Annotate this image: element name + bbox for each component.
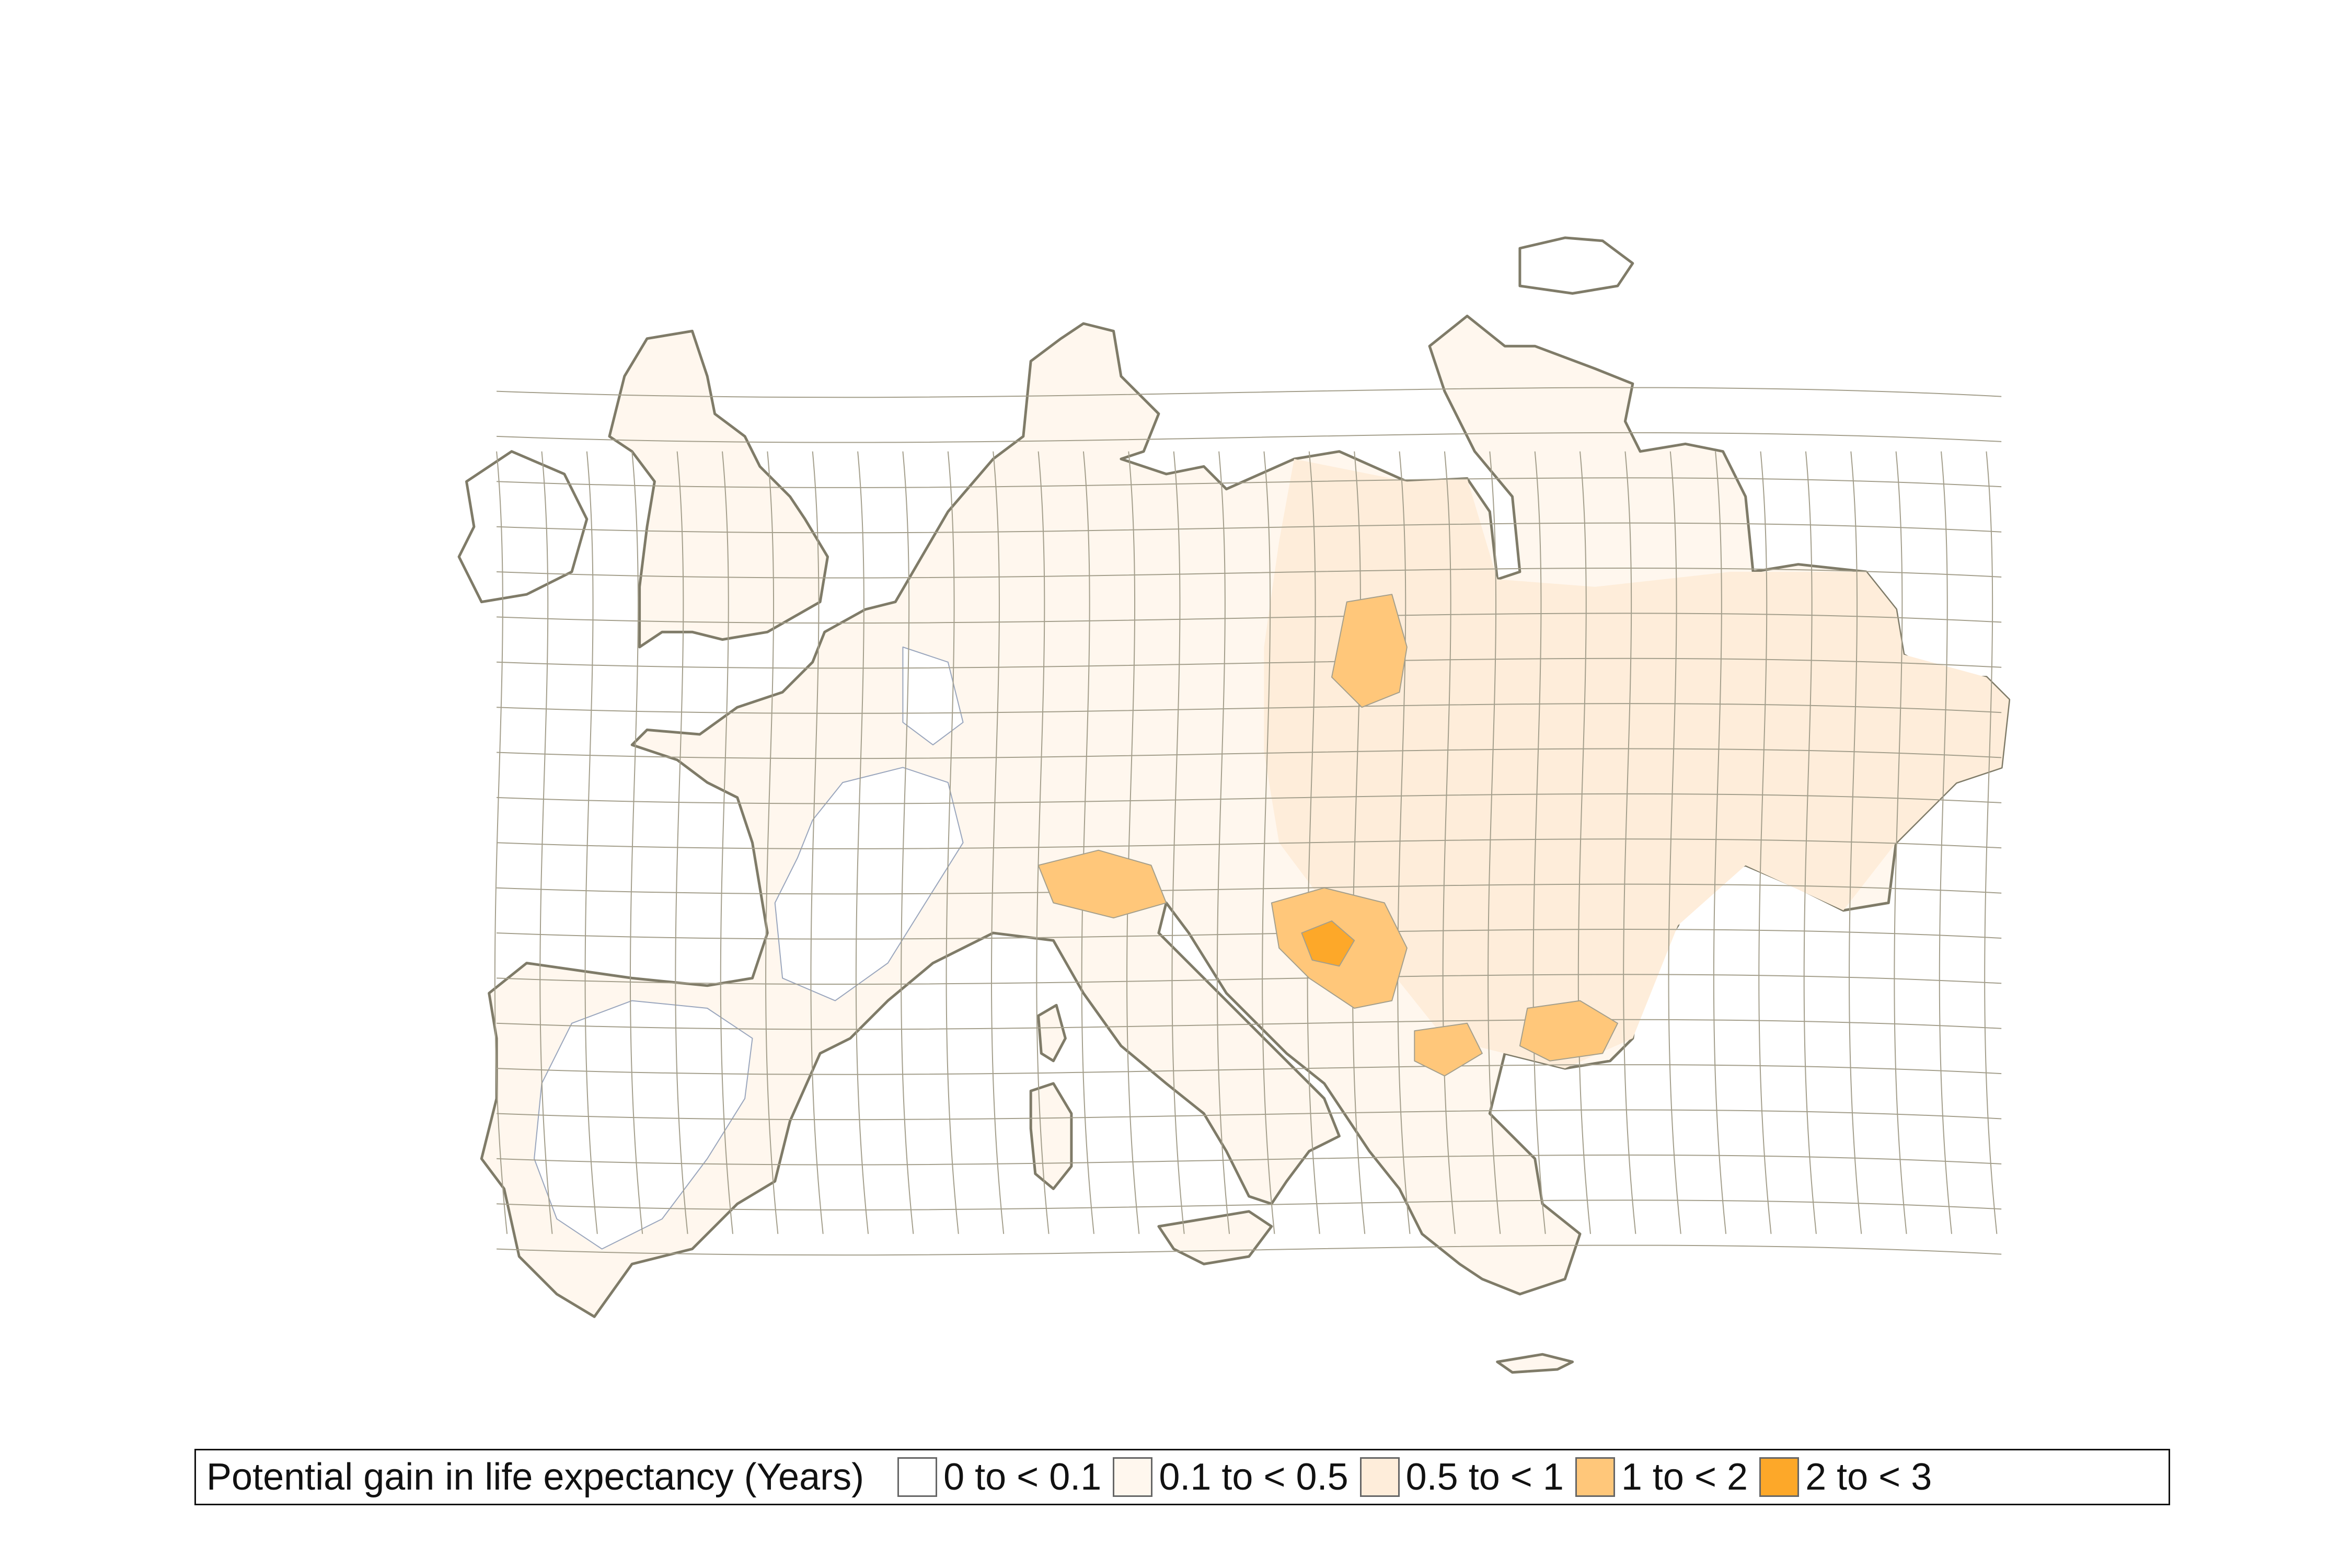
- region-border-v-17: [1262, 451, 1275, 1234]
- region-border-v-16: [1216, 451, 1230, 1234]
- region-border-v-15: [1171, 451, 1185, 1234]
- region-border-v-27: [1713, 451, 1727, 1234]
- region-border-h-14: [497, 1019, 2002, 1030]
- region-border-h-10: [497, 838, 2002, 849]
- region-border-h-13: [497, 974, 2002, 985]
- region-border-h-12: [497, 928, 2002, 940]
- region-border-v-25: [1623, 451, 1636, 1234]
- region-border-v-11: [991, 451, 1005, 1234]
- region-border-v-30: [1849, 451, 1862, 1234]
- region-border-h-0: [497, 387, 2002, 398]
- region-border-h-1: [497, 432, 2002, 443]
- legend-label-1: 0.1 to < 0.5: [1159, 1456, 1348, 1498]
- region-borders: [494, 387, 2002, 1256]
- region-border-v-13: [1081, 451, 1094, 1234]
- region-border-v-21: [1442, 451, 1456, 1234]
- land-areas: [457, 236, 2011, 1374]
- region-border-v-33: [1984, 451, 1998, 1234]
- region-border-v-19: [1352, 451, 1366, 1234]
- region-border-h-19: [497, 1244, 2002, 1256]
- region-border-h-5: [497, 613, 2002, 624]
- legend-title: Potential gain in life expectancy (Years…: [206, 1456, 864, 1498]
- region-border-v-14: [1126, 451, 1140, 1234]
- region-border-h-7: [497, 703, 2002, 714]
- map-legend: Potential gain in life expectancy (Years…: [194, 1449, 2170, 1505]
- low-value-area-0: [774, 767, 964, 1001]
- region-border-v-26: [1668, 451, 1681, 1234]
- legend-swatch-3: [1575, 1457, 1615, 1497]
- region-border-h-15: [497, 1064, 2002, 1075]
- legend-item-0: 0 to < 0.1: [897, 1456, 1101, 1498]
- region-border-v-31: [1894, 451, 1907, 1234]
- low-value-area-1: [534, 1000, 753, 1250]
- region-border-v-0: [494, 451, 508, 1234]
- region-border-h-9: [497, 793, 2002, 804]
- legend-swatch-1: [1113, 1457, 1153, 1497]
- hotspot-southern-poland: [1331, 594, 1408, 708]
- legend-label-0: 0 to < 0.1: [943, 1456, 1102, 1498]
- region-border-h-3: [497, 522, 2002, 534]
- region-border-v-6: [765, 451, 779, 1234]
- region-border-h-6: [497, 658, 2002, 669]
- land-finland-south: [1518, 236, 1634, 295]
- legend-swatch-0: [897, 1457, 938, 1497]
- region-border-h-2: [497, 477, 2002, 488]
- land-sardinia: [1029, 1082, 1073, 1190]
- region-border-v-4: [675, 451, 688, 1234]
- region-border-h-8: [497, 748, 2002, 759]
- hotspot-north-macedonia: [1414, 1022, 1483, 1077]
- land-ireland: [457, 450, 589, 604]
- land-crete: [1496, 1353, 1574, 1374]
- region-border-v-10: [946, 451, 959, 1234]
- region-border-v-29: [1803, 451, 1817, 1234]
- region-border-v-8: [855, 451, 869, 1234]
- land-great-britain: [608, 329, 829, 649]
- region-border-h-16: [497, 1109, 2002, 1121]
- legend-item-1: 0.1 to < 0.5: [1113, 1456, 1348, 1498]
- legend-label-2: 0.5 to < 1: [1405, 1456, 1564, 1498]
- region-border-v-7: [810, 451, 824, 1234]
- region-border-v-12: [1036, 451, 1050, 1234]
- hotspot-po-valley: [1037, 849, 1167, 919]
- legend-item-4: 2 to < 3: [1759, 1456, 1932, 1498]
- legend-swatch-4: [1759, 1457, 1800, 1497]
- region-border-v-24: [1577, 451, 1591, 1234]
- low-value-area-2: [902, 647, 964, 746]
- region-border-v-18: [1307, 451, 1320, 1234]
- region-border-h-18: [497, 1200, 2002, 1210]
- region-border-v-3: [630, 451, 643, 1234]
- region-border-h-11: [497, 883, 2002, 895]
- region-border-h-17: [497, 1154, 2002, 1166]
- region-border-v-23: [1532, 451, 1546, 1234]
- land-sicily: [1157, 1210, 1273, 1265]
- region-border-v-22: [1488, 451, 1501, 1234]
- hotspot-bosnia-core: [1301, 920, 1355, 967]
- region-border-v-1: [539, 451, 553, 1234]
- land-mainland: [480, 315, 2011, 1318]
- region-border-h-4: [497, 567, 2002, 579]
- legend-swatch-2: [1359, 1457, 1400, 1497]
- hotspot-regions: [1037, 594, 1618, 1077]
- region-border-v-32: [1939, 451, 1952, 1234]
- region-border-v-28: [1758, 451, 1772, 1234]
- legend-label-4: 2 to < 3: [1805, 1456, 1932, 1498]
- land-corsica: [1037, 1004, 1067, 1063]
- legend-item-3: 1 to < 2: [1575, 1456, 1748, 1498]
- region-border-v-20: [1397, 451, 1411, 1234]
- legend-item-2: 0.5 to < 1: [1359, 1456, 1564, 1498]
- region-border-v-9: [901, 451, 914, 1234]
- legend-label-3: 1 to < 2: [1621, 1456, 1748, 1498]
- hotspot-bulgaria: [1519, 1000, 1618, 1062]
- region-border-v-2: [584, 451, 598, 1234]
- region-border-v-5: [720, 451, 733, 1234]
